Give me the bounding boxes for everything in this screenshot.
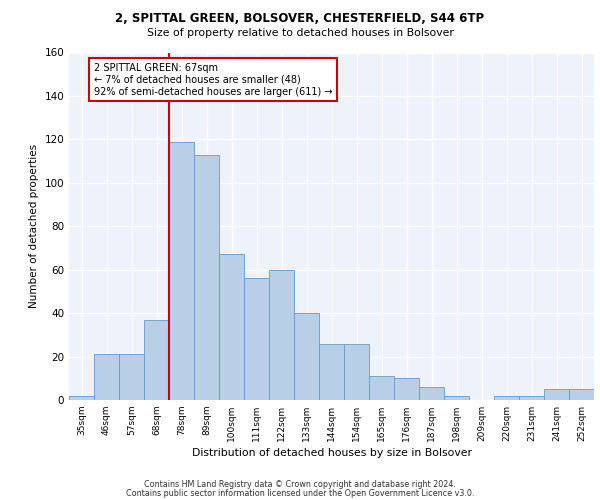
Bar [119, 354, 144, 400]
Bar [144, 320, 169, 400]
Bar [369, 376, 394, 400]
Text: 2 SPITTAL GREEN: 67sqm
← 7% of detached houses are smaller (48)
92% of semi-deta: 2 SPITTAL GREEN: 67sqm ← 7% of detached … [94, 64, 332, 96]
Bar [94, 354, 119, 400]
Text: Contains HM Land Registry data © Crown copyright and database right 2024.: Contains HM Land Registry data © Crown c… [144, 480, 456, 489]
Y-axis label: Number of detached properties: Number of detached properties [29, 144, 39, 308]
Bar [269, 270, 294, 400]
Bar [569, 389, 594, 400]
X-axis label: Distribution of detached houses by size in Bolsover: Distribution of detached houses by size … [191, 448, 472, 458]
Bar [244, 278, 269, 400]
Text: Contains public sector information licensed under the Open Government Licence v3: Contains public sector information licen… [126, 488, 474, 498]
Bar [319, 344, 344, 400]
Text: 2, SPITTAL GREEN, BOLSOVER, CHESTERFIELD, S44 6TP: 2, SPITTAL GREEN, BOLSOVER, CHESTERFIELD… [115, 12, 485, 26]
Text: Size of property relative to detached houses in Bolsover: Size of property relative to detached ho… [146, 28, 454, 38]
Bar [219, 254, 244, 400]
Bar [69, 396, 94, 400]
Bar [194, 154, 219, 400]
Bar [344, 344, 369, 400]
Bar [444, 396, 469, 400]
Bar [169, 142, 194, 400]
Bar [294, 313, 319, 400]
Bar [419, 387, 444, 400]
Bar [519, 396, 544, 400]
Bar [494, 396, 519, 400]
Bar [394, 378, 419, 400]
Bar [544, 389, 569, 400]
